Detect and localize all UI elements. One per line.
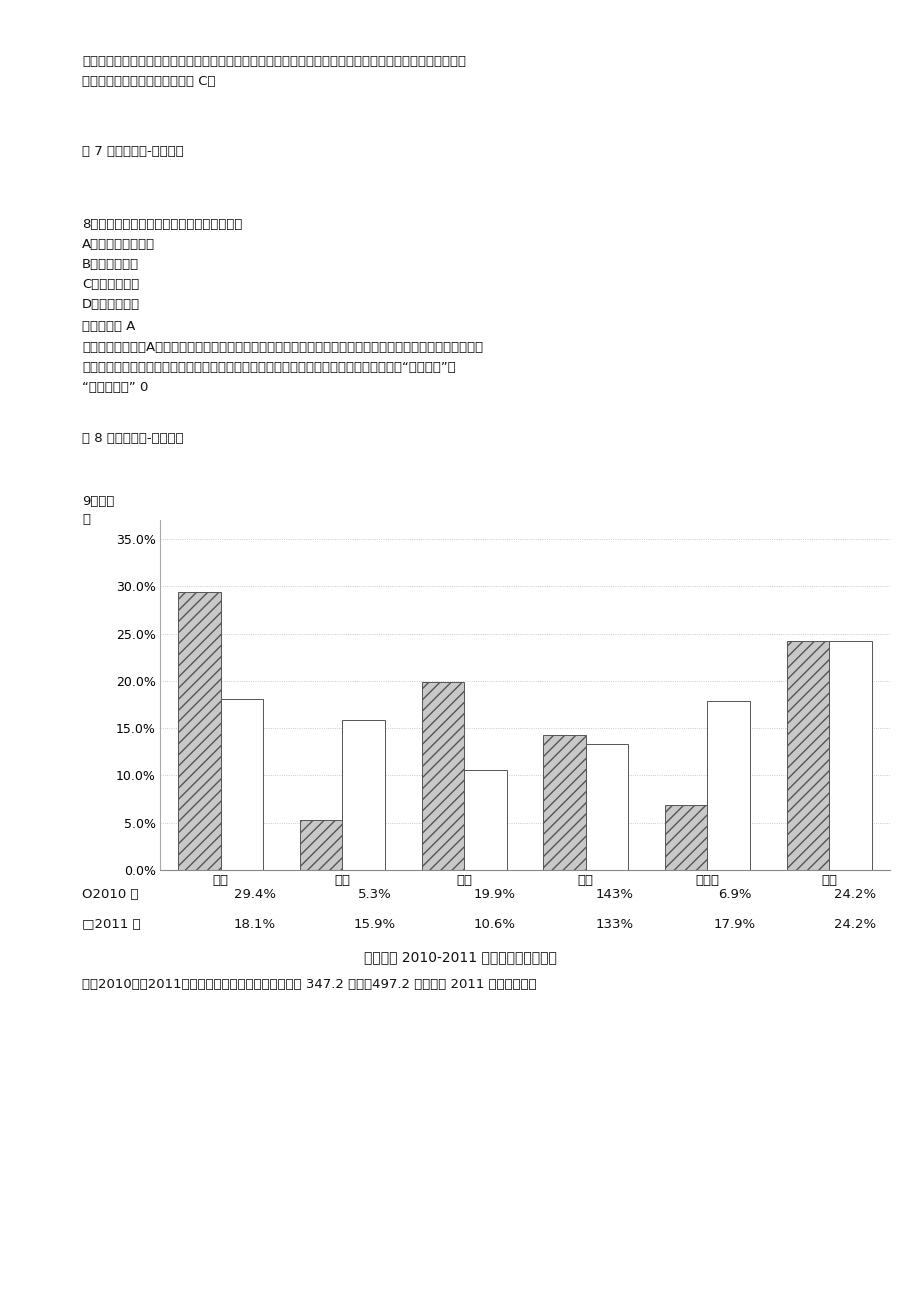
Text: 19.9%: 19.9% <box>473 889 516 902</box>
Text: 三，节日的时候。故本题答案选 C。: 三，节日的时候。故本题答案选 C。 <box>82 75 215 88</box>
Text: D：《长恨歌》: D：《长恨歌》 <box>82 298 140 311</box>
Text: 意的书信。慰问信的写作时机包括：第一，当对方做出重大贡献的时候；第二，当对方遇到灾害或不幸时；第: 意的书信。慰问信的写作时机包括：第一，当对方做出重大贡献的时候；第二，当对方遇到… <box>82 55 466 68</box>
Bar <box>664 805 707 870</box>
Text: 第 7 题所属考点-题库原题: 第 7 题所属考点-题库原题 <box>82 144 184 157</box>
Text: A：《孔雀东南飞》: A：《孔雀东南飞》 <box>82 238 155 251</box>
Bar <box>542 735 585 870</box>
Text: 题: 题 <box>82 513 90 526</box>
Text: 17.9%: 17.9% <box>713 919 755 932</box>
Text: 6.9%: 6.9% <box>718 889 751 902</box>
Bar <box>828 641 871 870</box>
Bar <box>786 641 828 870</box>
Text: 8、单选题　中国古代最长的一首叙事诗是：: 8、单选题 中国古代最长的一首叙事诗是： <box>82 219 242 232</box>
Text: □2011 年: □2011 年 <box>82 919 141 932</box>
Text: 29.4%: 29.4% <box>233 889 276 902</box>
Text: O2010 年: O2010 年 <box>82 889 139 902</box>
Bar <box>342 719 385 870</box>
Text: 10.6%: 10.6% <box>473 919 516 932</box>
Text: “叙事诗双璧” 0: “叙事诗双璧” 0 <box>82 381 148 394</box>
Text: 事诗，是我国古代民间文学中的光辉诗篇之一，《孔雀东南飞》与南北朝的《木兰辞》并称“乐府双璧”及: 事诗，是我国古代民间文学中的光辉诗篇之一，《孔雀东南飞》与南北朝的《木兰辞》并称… <box>82 360 455 373</box>
Text: 143%: 143% <box>596 889 633 902</box>
Bar <box>585 744 628 870</box>
Bar <box>300 820 342 870</box>
Text: 24.2%: 24.2% <box>833 889 875 902</box>
Bar <box>178 592 221 870</box>
Text: 133%: 133% <box>596 919 633 932</box>
Text: C：《陋上桑》: C：《陋上桑》 <box>82 278 139 291</box>
Text: 已知2010年、2011年该公司在广告费上的支出分别为 347.2 万元、497.2 万元，则 2011 年采用广播形: 已知2010年、2011年该公司在广告费上的支出分别为 347.2 万元、497… <box>82 978 536 991</box>
Text: 24.2%: 24.2% <box>833 919 875 932</box>
Bar <box>464 770 506 870</box>
Text: 本题解释：答案：A。解析：《孔雀东南飞》是我国文学史上第一部长篇叙事诗，也是我国古代史上最长的一部叙: 本题解释：答案：A。解析：《孔雀东南飞》是我国文学史上第一部长篇叙事诗，也是我国… <box>82 341 482 354</box>
Text: 5.3%: 5.3% <box>357 889 391 902</box>
Text: 第 8 题所属考点-题库原题: 第 8 题所属考点-题库原题 <box>82 432 184 445</box>
Text: 9、单选: 9、单选 <box>82 494 114 507</box>
Text: B：《木兰诗》: B：《木兰诗》 <box>82 258 139 271</box>
Bar <box>421 682 464 870</box>
Bar <box>221 699 263 870</box>
Text: 参考答案： A: 参考答案： A <box>82 320 135 333</box>
Bar <box>707 701 749 870</box>
Text: 图某公司 2010-2011 年广告费分类统计图: 图某公司 2010-2011 年广告费分类统计图 <box>363 950 556 964</box>
Text: 15.9%: 15.9% <box>354 919 396 932</box>
Text: 18.1%: 18.1% <box>233 919 276 932</box>
